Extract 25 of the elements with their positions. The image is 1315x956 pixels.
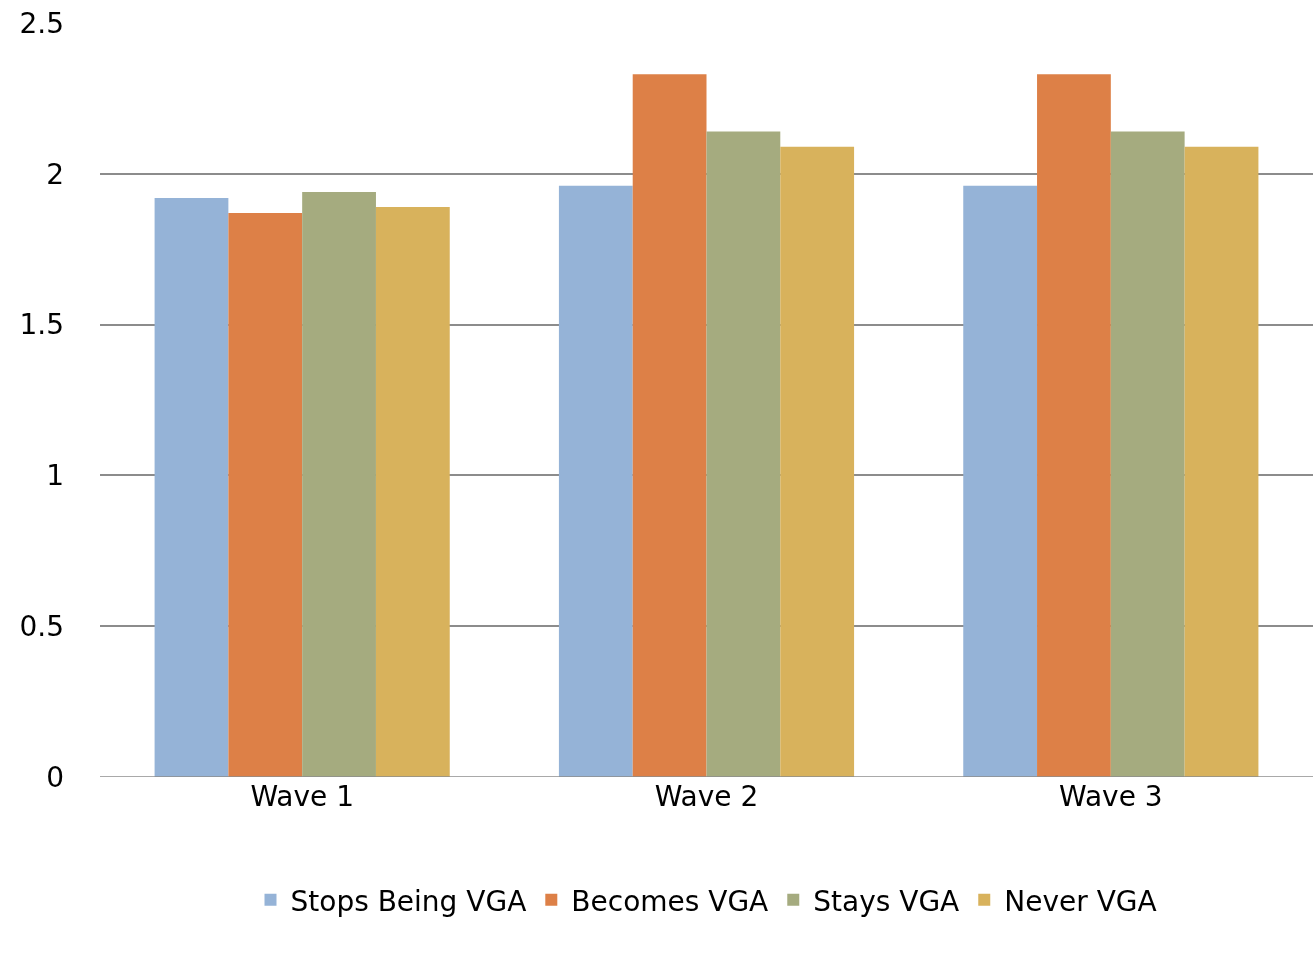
bar [375,206,450,777]
legend-label: Never VGA [1004,884,1157,918]
bar [632,74,707,777]
bar [1184,146,1259,777]
y-tick-label: 2.5 [19,6,64,40]
y-tick-label: 1 [46,459,64,493]
bar [1110,131,1185,777]
bar [154,197,229,777]
y-tick-label: 2 [46,157,64,191]
legend-label: Becomes VGA [571,884,769,918]
legend-label: Stays VGA [813,884,960,918]
bar [302,191,376,777]
bar [706,131,781,777]
y-tick-label: 1.5 [19,308,64,342]
x-tick-label: Wave 3 [1059,780,1163,813]
x-tick-label: Wave 2 [654,780,759,813]
y-tick-label: 0 [46,760,64,794]
bar [963,185,1038,777]
legend-label: Stops Being VGA [290,884,527,918]
x-tick-label: Wave 1 [250,780,354,813]
bar [1037,74,1111,777]
y-tick-label: 0.5 [19,610,64,643]
bar [780,146,855,777]
bar [558,185,633,777]
bar [228,213,303,777]
